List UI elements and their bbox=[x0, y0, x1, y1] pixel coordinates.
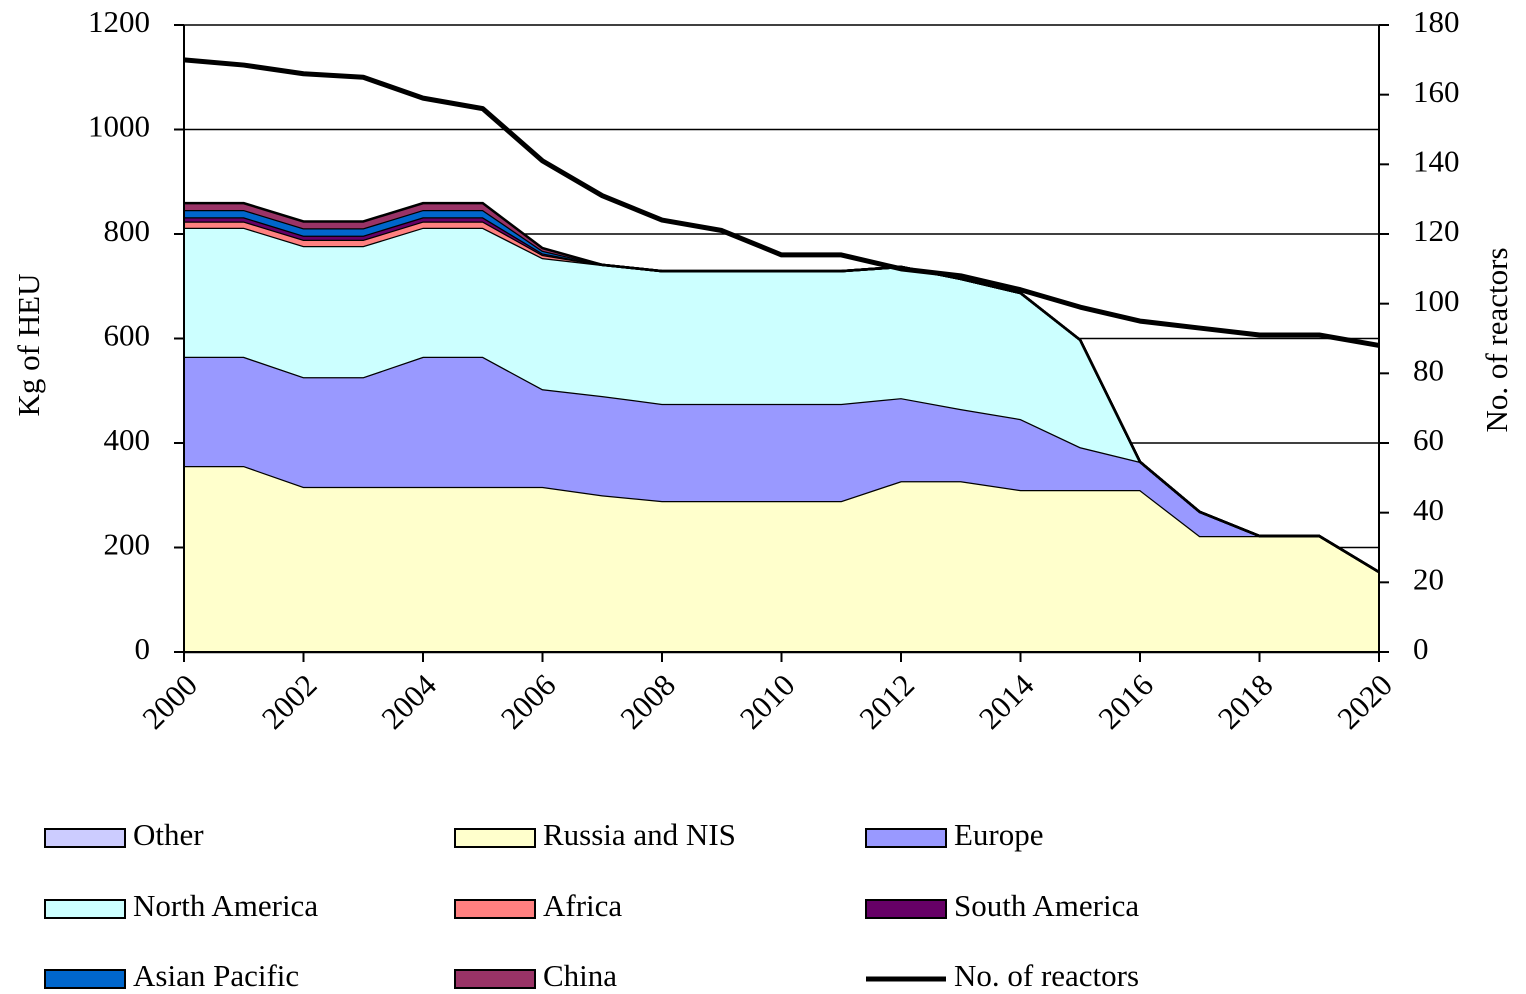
area bbox=[184, 227, 1379, 573]
x-tick-label: 2002 bbox=[255, 667, 324, 736]
x-tick-label: 2018 bbox=[1211, 667, 1280, 736]
legend-label: Africa bbox=[543, 888, 622, 923]
x-tick-label: 2008 bbox=[613, 667, 682, 736]
legend-label: China bbox=[543, 958, 617, 993]
legend-swatch bbox=[454, 899, 536, 919]
legend-label: Other bbox=[133, 817, 204, 852]
y-tick-label: 600 bbox=[104, 318, 151, 353]
x-tick-label: 2020 bbox=[1330, 667, 1399, 736]
x-tick-label: 2014 bbox=[972, 667, 1041, 736]
legend-swatch bbox=[454, 969, 536, 989]
x-tick-label: 2016 bbox=[1091, 667, 1160, 736]
y-tick-label: 0 bbox=[135, 631, 151, 666]
legend-swatch bbox=[44, 899, 126, 919]
line bbox=[183, 57, 1380, 348]
legend-label: No. of reactors bbox=[954, 958, 1139, 993]
legend-swatch bbox=[454, 828, 536, 848]
area bbox=[184, 465, 1379, 652]
legend-swatch bbox=[865, 828, 947, 848]
legend-label: Russia and NIS bbox=[543, 817, 736, 852]
area-outline bbox=[184, 201, 1380, 574]
y2-tick-label: 0 bbox=[1413, 631, 1429, 666]
x-tick-label: 2004 bbox=[374, 667, 443, 736]
y2-tick-label: 20 bbox=[1413, 561, 1444, 596]
y-tick-label: 1200 bbox=[88, 4, 150, 39]
legend-swatch bbox=[865, 899, 947, 919]
legend-label: Asian Pacific bbox=[133, 958, 299, 993]
y2-tick-label: 40 bbox=[1413, 492, 1444, 527]
legend-swatch bbox=[44, 828, 126, 848]
legend-label: South America bbox=[954, 888, 1139, 923]
x-tick-label: 2010 bbox=[733, 667, 802, 736]
area bbox=[184, 356, 1379, 573]
legend-swatch bbox=[44, 969, 126, 989]
x-tick-label: 2006 bbox=[494, 667, 563, 736]
legend-label: North America bbox=[133, 888, 318, 923]
x-tick-label: 2000 bbox=[135, 667, 204, 736]
y2-tick-label: 60 bbox=[1413, 422, 1444, 457]
y-axis-label: Kg of HEU bbox=[11, 274, 46, 417]
y2-tick-label: 160 bbox=[1413, 74, 1460, 109]
x-tick-label: 2012 bbox=[852, 667, 921, 736]
y2-axis-label: No. of reactors bbox=[1479, 247, 1514, 432]
y2-tick-label: 120 bbox=[1413, 213, 1460, 248]
y2-tick-label: 140 bbox=[1413, 143, 1460, 178]
y2-tick-label: 100 bbox=[1413, 283, 1460, 318]
y-tick-label: 1000 bbox=[88, 109, 150, 144]
y-tick-label: 200 bbox=[104, 527, 151, 562]
y2-tick-label: 180 bbox=[1413, 4, 1460, 39]
y2-tick-label: 80 bbox=[1413, 352, 1444, 387]
y-tick-label: 800 bbox=[104, 213, 151, 248]
legend-label: Europe bbox=[954, 817, 1044, 852]
y-tick-label: 400 bbox=[104, 422, 151, 457]
